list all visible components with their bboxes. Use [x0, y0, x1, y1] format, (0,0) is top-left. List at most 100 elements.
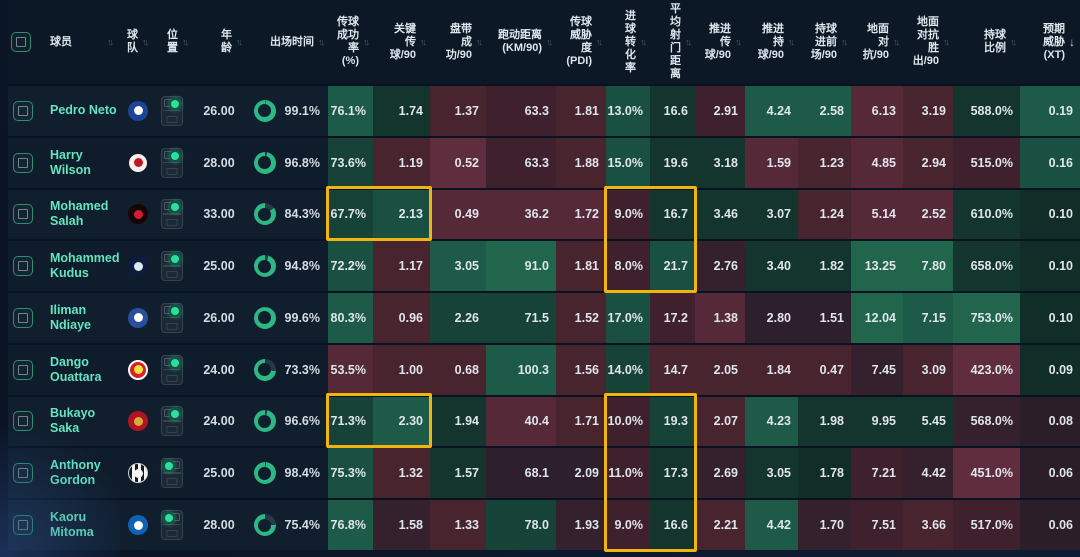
position-cell [152, 345, 192, 395]
column-header-distance[interactable]: 跑动距离 (KM/90) ↑↓ [486, 0, 556, 84]
player-name-link[interactable]: Harry Wilson [50, 147, 91, 177]
sort-arrows-icon[interactable]: ↑↓ [546, 37, 553, 47]
sort-arrows-icon[interactable]: ↑↓ [182, 37, 189, 47]
team-cell [124, 293, 152, 343]
row-checkbox[interactable] [13, 359, 33, 380]
table-row[interactable]: Mohammed Kudus 25.00 94.8% 72.2% 1.17 3.05… [8, 239, 1080, 292]
stat-cell-pass_threat: 2.09 [556, 448, 606, 499]
sort-arrows-icon[interactable]: ↑↓ [943, 37, 950, 47]
play-time-value: 96.8% [284, 155, 320, 170]
column-header-select[interactable] [8, 0, 38, 84]
column-header-label: 进 球 转 化 率 [625, 9, 636, 74]
table-row[interactable]: Mohamed Salah 33.00 84.3% 67.7% 2.13 0.49 3… [8, 187, 1080, 240]
team-cell [124, 448, 152, 498]
player-name-link[interactable]: Kaoru Mitoma [50, 510, 94, 539]
row-checkbox[interactable] [13, 463, 33, 484]
column-header-dribbles[interactable]: 盘带 成 功/90 ↑↓ [430, 0, 486, 84]
stat-cell-ground_duels_won: 3.19 [903, 86, 953, 136]
player-name-link[interactable]: Mohamed Salah [50, 199, 109, 229]
column-header-position[interactable]: 位 置 ↑↓ [152, 0, 192, 84]
row-checkbox[interactable] [13, 204, 33, 225]
select-all-checkbox[interactable] [10, 32, 31, 52]
stat-cell-ground_duels: 7.21 [851, 448, 903, 499]
age-cell: 24.00 [203, 414, 235, 429]
player-name-link[interactable]: Bukayo Saka [50, 406, 96, 436]
player-name-link[interactable]: Mohammed Kudus [50, 251, 120, 281]
row-checkbox[interactable] [13, 515, 33, 535]
sort-arrows-icon[interactable]: ↑↓ [640, 37, 647, 47]
column-header-carries_final_third[interactable]: 持球 进前 场/90 ↑↓ [798, 0, 851, 84]
table-row[interactable]: Anthony Gordon 25.00 98.4% 75.3% 1.32 1.57… [8, 446, 1080, 499]
column-header-age[interactable]: 年 龄 ↑↓ [192, 0, 246, 84]
stat-cell-carries_final_third: 1.78 [798, 448, 851, 499]
position-pitch-icon [161, 510, 183, 540]
position-pitch-icon [161, 95, 183, 126]
column-header-player[interactable]: 球员 ↑↓ [38, 0, 124, 84]
sort-arrows-icon[interactable]: ↑↓ [142, 37, 149, 47]
player-name-link[interactable]: Anthony Gordon [50, 458, 101, 488]
sort-arrows-icon[interactable]: ↑↓ [685, 37, 692, 47]
stat-cell-possession: 423.0% [953, 344, 1020, 395]
sort-arrows-icon[interactable]: ↑↓ [363, 37, 370, 47]
position-cell [152, 293, 192, 343]
player-name-link[interactable]: Dango Ouattara [50, 354, 102, 384]
column-header-ground_duels[interactable]: 地面 对 抗/90 ↑↓ [851, 0, 903, 84]
stat-cell-pass_threat: 1.93 [556, 500, 606, 550]
row-checkbox[interactable] [13, 256, 33, 277]
checkbox-inner-mark [18, 520, 28, 530]
sort-arrows-icon[interactable]: ↑↓ [596, 37, 603, 47]
sort-arrows-icon[interactable]: ↑↓ [420, 37, 427, 47]
table-row[interactable]: Iliman Ndiaye 26.00 99.6% 80.3% 0.96 2.26 7… [8, 291, 1080, 343]
stat-cell-prog_passes: 2.07 [695, 396, 745, 447]
play-time-ring-hole [258, 518, 272, 532]
play-time-cell: 75.4% [246, 500, 328, 550]
column-header-pass_threat[interactable]: 传球 威胁 度 (PDI) ↑↓ [556, 0, 606, 84]
stat-cell-ground_duels: 13.25 [851, 241, 903, 292]
table-row[interactable]: Kaoru Mitoma 28.00 75.4% 76.8% 1.58 1.33 78… [8, 498, 1080, 550]
stat-cell-prog_carries: 3.05 [745, 448, 798, 499]
column-header-ground_duels_won[interactable]: 地面 对抗 胜 出/90 ↑↓ [903, 0, 953, 84]
sort-arrows-icon[interactable]: ↑↓ [788, 37, 795, 47]
stat-cell-possession: 658.0% [953, 241, 1020, 292]
column-header-xt[interactable]: 预期 威胁 (XT) ↓ [1020, 0, 1080, 84]
column-header-prog_passes[interactable]: 推进 传 球/90 ↑↓ [695, 0, 745, 84]
row-checkbox[interactable] [13, 100, 33, 121]
column-header-pass_pct[interactable]: 传球 成功 率 (%) ↑↓ [328, 0, 373, 84]
stat-cell-distance: 71.5 [486, 293, 556, 343]
column-header-prog_carries[interactable]: 推进 持 球/90 ↑↓ [745, 0, 798, 84]
play-time-cell: 96.8% [246, 138, 328, 188]
player-name-link[interactable]: Pedro Neto [50, 103, 117, 118]
player-name-link[interactable]: Iliman Ndiaye [50, 302, 91, 332]
column-header-team[interactable]: 球 队 ↑↓ [124, 0, 152, 84]
table-row[interactable]: Harry Wilson 28.00 96.8% 73.6% 1.19 0.52 63… [8, 135, 1080, 188]
position-cell [152, 190, 192, 240]
table-row[interactable]: Pedro Neto 26.00 99.1% 76.1% 1.74 1.37 63.3… [8, 84, 1080, 136]
column-header-play_time[interactable]: 出场时间 ↑↓ [246, 0, 328, 84]
row-select-cell [8, 397, 38, 447]
row-checkbox[interactable] [13, 152, 33, 173]
sort-arrows-icon[interactable]: ↓ [1069, 35, 1075, 49]
sort-arrows-icon[interactable]: ↑↓ [476, 37, 483, 47]
column-header-key_passes[interactable]: 关键 传 球/90 ↑↓ [373, 0, 430, 84]
stat-cell-pass_threat: 1.88 [556, 137, 606, 188]
stat-cell-xt: 0.08 [1020, 396, 1080, 447]
stat-cell-carries_final_third: 1.51 [798, 293, 851, 343]
row-select-cell [8, 138, 38, 188]
row-checkbox[interactable] [13, 307, 33, 328]
table-row[interactable]: Bukayo Saka 24.00 96.6% 71.3% 2.30 1.94 40.… [8, 394, 1080, 447]
sort-arrows-icon[interactable]: ↑↓ [107, 37, 114, 47]
column-header-possession[interactable]: 持球 比例 ↑↓ [953, 0, 1020, 84]
stat-cell-key_passes: 1.19 [373, 137, 430, 188]
sort-arrows-icon[interactable]: ↑↓ [318, 37, 325, 47]
table-row[interactable]: Dango Ouattara 24.00 73.3% 53.5% 1.00 0.68… [8, 342, 1080, 395]
column-header-conversion[interactable]: 进 球 转 化 率 ↑↓ [606, 0, 650, 84]
column-header-shot_distance[interactable]: 平 均 射 门 距 离 ↑↓ [650, 0, 695, 84]
row-checkbox[interactable] [13, 411, 33, 432]
sort-arrows-icon[interactable]: ↑↓ [893, 37, 900, 47]
sort-arrows-icon[interactable]: ↑↓ [841, 37, 848, 47]
stat-cell-xt: 0.19 [1020, 86, 1080, 136]
stat-cell-xt: 0.10 [1020, 189, 1080, 240]
sort-arrows-icon[interactable]: ↑↓ [1010, 37, 1017, 47]
sort-arrows-icon[interactable]: ↑↓ [236, 37, 243, 47]
sort-arrows-icon[interactable]: ↑↓ [735, 37, 742, 47]
